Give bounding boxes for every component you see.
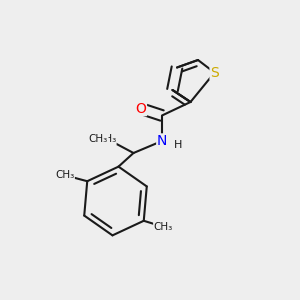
Text: CH₃: CH₃ — [97, 134, 116, 145]
Text: CH₃: CH₃ — [89, 134, 108, 145]
Text: CH₃: CH₃ — [55, 170, 74, 180]
Text: CH₃: CH₃ — [154, 222, 173, 232]
Text: N: N — [157, 134, 167, 148]
Text: H: H — [174, 140, 183, 150]
Text: O: O — [136, 102, 146, 116]
Text: S: S — [210, 66, 219, 80]
